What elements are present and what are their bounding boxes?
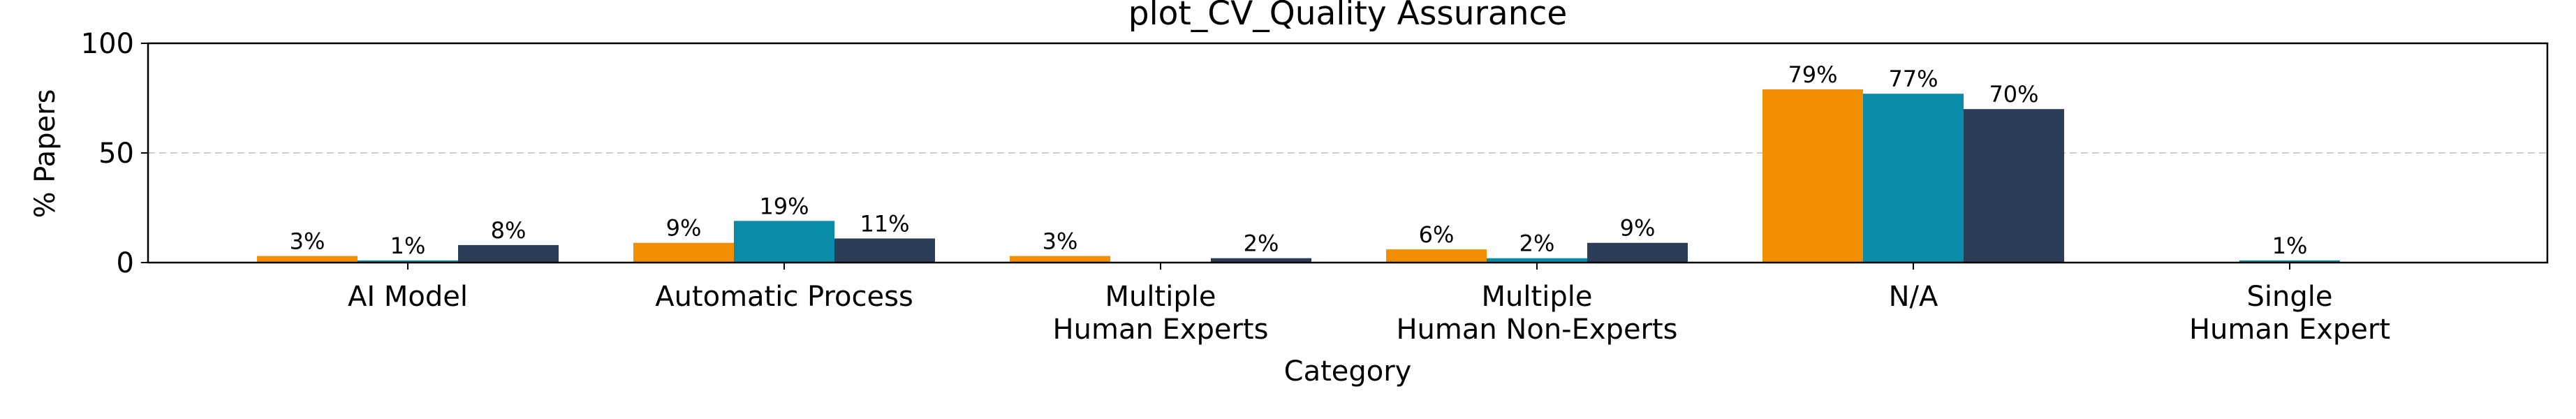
bar-series-3-cat-1	[458, 244, 559, 263]
x-tick-label: Human Experts	[1053, 314, 1269, 346]
x-tick-label: Single	[2247, 281, 2333, 313]
bar-series-1-cat-3	[1010, 256, 1110, 263]
chart-title: plot_CV_Quality Assurance	[1128, 0, 1568, 33]
bar-series-2-cat-4	[1487, 258, 1587, 263]
data-labels-layer: 3% 1% 8% 9% 19% 11% 3% 2% 6% 2% 9% 79% 77% 70% 1%	[290, 61, 2308, 259]
x-tick-label: Multiple	[1482, 281, 1593, 313]
data-label: 1%	[2272, 233, 2308, 259]
bar-series-3-cat-5	[1964, 109, 2064, 263]
bar-series-2-cat-1	[358, 260, 458, 263]
x-tick-label: Automatic Process	[655, 281, 913, 313]
x-tick-label: AI Model	[348, 281, 468, 313]
bar-series-1-cat-1	[257, 256, 358, 263]
y-tick-label: 100	[81, 28, 134, 60]
data-label: 70%	[1989, 81, 2038, 108]
bar-series-1-cat-5	[1762, 89, 1863, 263]
bar-series-1-cat-2	[633, 242, 734, 263]
x-tick-label: Human Expert	[2189, 314, 2390, 346]
data-label: 3%	[290, 228, 325, 255]
y-axis-label: % Papers	[29, 89, 61, 219]
data-label: 79%	[1788, 61, 1837, 88]
bar-series-3-cat-4	[1587, 242, 1688, 263]
data-label: 77%	[1888, 66, 1938, 92]
data-label: 6%	[1419, 221, 1455, 248]
data-label: 9%	[1620, 215, 1656, 242]
data-label: 9%	[666, 215, 702, 242]
data-label: 3%	[1043, 228, 1078, 255]
bars-layer	[257, 89, 2340, 263]
data-label: 2%	[1519, 230, 1555, 257]
bar-series-1-cat-4	[1386, 249, 1487, 263]
bar-series-2-cat-2	[734, 221, 834, 263]
data-label: 2%	[1244, 230, 1279, 257]
data-label: 8%	[491, 217, 527, 244]
x-axis-label: Category	[1284, 355, 1412, 388]
x-tick-label: Multiple	[1105, 281, 1216, 313]
bar-series-2-cat-6	[2239, 260, 2340, 263]
x-tick-label: N/A	[1889, 281, 1938, 313]
y-tick-label: 0	[117, 247, 134, 279]
data-label: 19%	[759, 193, 809, 219]
bar-series-2-cat-5	[1863, 94, 1964, 263]
data-label: 11%	[860, 210, 909, 237]
bar-series-3-cat-3	[1211, 258, 1311, 263]
data-label: 1%	[390, 233, 426, 259]
x-tick-label: Human Non-Experts	[1396, 314, 1677, 346]
y-tick-label: 50	[98, 138, 134, 170]
bar-series-3-cat-2	[834, 238, 935, 263]
